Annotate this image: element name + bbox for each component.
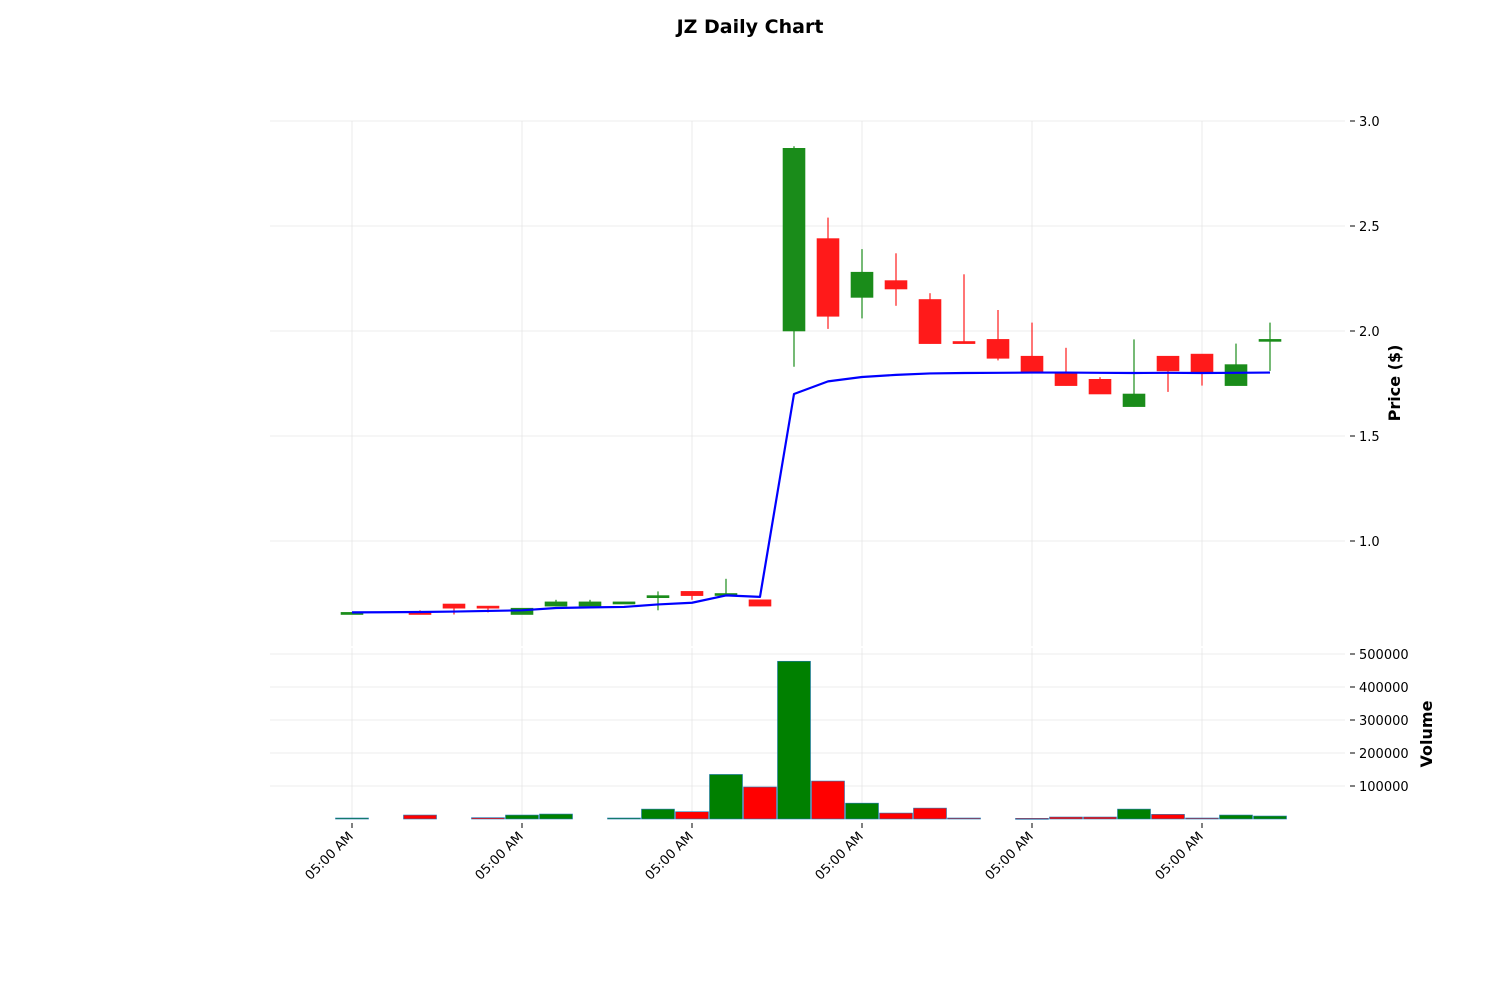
volume-bar	[913, 807, 947, 820]
volume-bars	[335, 660, 1287, 820]
volume-bar	[845, 802, 879, 820]
candle-body	[782, 148, 806, 332]
price-grid	[270, 120, 1345, 646]
volume-bar	[403, 814, 437, 820]
x-tick-label: 05:00 AM	[303, 829, 357, 883]
candle-body	[646, 595, 670, 598]
candle-body	[612, 601, 636, 605]
candle-body	[748, 599, 772, 607]
volume-bar	[1253, 815, 1287, 820]
x-tick-label: 05:00 AM	[1153, 829, 1207, 883]
chart-title: JZ Daily Chart	[676, 16, 824, 38]
candle-body	[986, 339, 1010, 359]
candle-body	[544, 601, 568, 607]
volume-bar	[607, 817, 641, 820]
candle-body	[850, 271, 874, 298]
volume-axis: 100000 200000 300000 400000 500000	[1350, 648, 1409, 795]
candle-body	[918, 299, 942, 344]
candle-body	[1156, 355, 1180, 372]
candle-body	[1224, 364, 1248, 386]
volume-tick-label: 100000	[1359, 780, 1409, 795]
x-tick-label: 05:00 AM	[813, 829, 867, 883]
volume-bar	[1151, 814, 1185, 820]
x-tick-label: 05:00 AM	[983, 829, 1037, 883]
moving-average-line	[351, 371, 1271, 614]
volume-bar	[641, 808, 675, 820]
price-tick-label: 3.0	[1359, 115, 1380, 130]
volume-bar	[709, 774, 743, 820]
volume-bar	[947, 817, 981, 820]
candle-body	[442, 603, 466, 609]
volume-bar	[1015, 818, 1049, 820]
candle-body	[1020, 355, 1044, 374]
volume-bar	[1117, 808, 1151, 820]
candle-body	[1190, 353, 1214, 374]
volume-bar	[471, 817, 505, 820]
candle-body	[476, 605, 500, 609]
volume-bar	[777, 660, 811, 820]
volume-bar	[335, 817, 369, 820]
price-tick-label: 1.5	[1359, 430, 1380, 445]
volume-bar	[1219, 814, 1253, 820]
x-tick-label: 05:00 AM	[643, 829, 697, 883]
volume-tick-label: 200000	[1359, 747, 1409, 762]
volume-bar	[505, 814, 539, 820]
price-axis: 1.0 1.5 2.0 2.5 3.0	[1350, 115, 1380, 550]
volume-bar	[675, 811, 709, 820]
volume-bar	[539, 813, 573, 820]
moving-average	[351, 371, 1271, 614]
volume-bar	[1185, 817, 1219, 820]
candle-body	[578, 601, 602, 607]
volume-tick-label: 400000	[1359, 681, 1409, 696]
candle-body	[884, 280, 908, 290]
candles	[340, 146, 1282, 615]
candle-body	[1088, 378, 1112, 395]
price-tick-label: 2.0	[1359, 325, 1380, 340]
volume-tick-label: 300000	[1359, 714, 1409, 729]
candle-body	[816, 238, 840, 317]
volume-tick-label: 500000	[1359, 648, 1409, 663]
volume-bar	[1083, 816, 1117, 820]
volume-axis-label: Volume	[1417, 700, 1436, 767]
volume-bar	[1049, 816, 1083, 820]
candle-body	[1122, 393, 1146, 407]
candle-body	[680, 591, 704, 596]
candle-body	[1054, 372, 1078, 386]
volume-bar	[811, 780, 845, 820]
volume-bar	[879, 812, 913, 820]
x-axis: 05:00 AM 05:00 AM 05:00 AM 05:00 AM 05:00 AM…	[303, 823, 1207, 883]
x-tick-label: 05:00 AM	[473, 829, 527, 883]
price-tick-label: 1.0	[1359, 535, 1380, 550]
price-tick-label: 2.5	[1359, 220, 1380, 235]
candle-body	[952, 341, 976, 344]
candle-body	[1258, 339, 1282, 342]
volume-bar	[743, 786, 777, 820]
price-axis-label: Price ($)	[1385, 345, 1404, 422]
